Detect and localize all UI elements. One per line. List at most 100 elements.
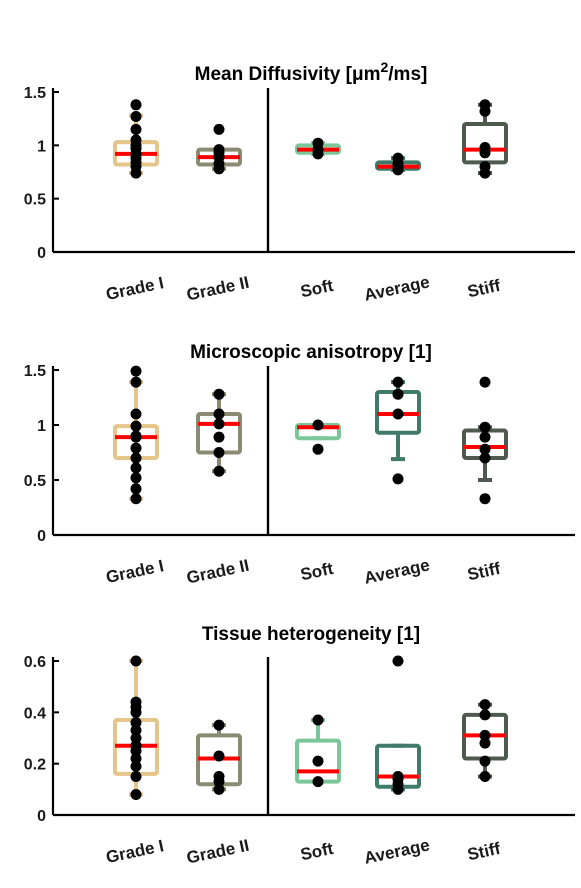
panel-title: Mean Diffusivity [μm2/ms]: [195, 59, 428, 85]
y-tick-label: 0.5: [24, 192, 46, 209]
x-tick-label: Average: [362, 272, 431, 304]
data-point: [130, 655, 142, 667]
x-tick-label: Soft: [299, 839, 336, 865]
data-point: [130, 420, 142, 432]
x-tick-label: Stiff: [466, 559, 503, 585]
data-point: [312, 419, 324, 431]
data-point: [130, 408, 142, 420]
y-tick-label: 1: [37, 418, 46, 435]
group-grade-i: [113, 99, 159, 179]
x-tick-label: Grade I: [104, 836, 165, 867]
data-point: [130, 740, 142, 752]
x-tick-label: Grade I: [104, 273, 165, 304]
y-tick-label: 0.6: [24, 654, 46, 671]
data-point: [130, 452, 142, 464]
group-grade-ii: [196, 719, 242, 795]
y-tick-label: 0.5: [24, 473, 46, 490]
y-tick-label: 1: [37, 138, 46, 155]
data-point: [479, 443, 491, 455]
data-point: [130, 493, 142, 505]
group-average: [375, 152, 421, 176]
panel-3: Tissue heterogeneity [1] 0 0.2 0.4 0.6 Grade …: [24, 624, 575, 868]
data-point: [479, 376, 491, 388]
data-point: [479, 771, 491, 782]
data-point: [312, 755, 324, 767]
panel-1: Mean Diffusivity [μm2/ms] 0 0.5 1 1.5 Grade I…: [24, 59, 575, 305]
x-tick-label: Stiff: [466, 839, 503, 865]
data-point: [479, 709, 491, 721]
x-tick-label: Stiff: [466, 276, 503, 302]
panel-title: Microscopic anisotropy [1]: [190, 342, 432, 363]
data-point: [213, 144, 225, 156]
group-soft: [295, 419, 341, 455]
data-point: [213, 465, 225, 477]
data-point: [392, 473, 404, 485]
data-point: [130, 771, 142, 782]
data-point: [130, 788, 142, 800]
data-point: [213, 418, 225, 430]
group-grade-ii: [196, 388, 242, 477]
data-point: [130, 430, 142, 442]
x-tick-label: Grade II: [185, 556, 251, 588]
data-point: [213, 447, 225, 458]
panel-title-text: Tissue heterogeneity [1]: [202, 624, 420, 645]
data-point: [213, 771, 225, 782]
x-tick-label: Grade I: [104, 556, 165, 587]
data-point: [392, 655, 404, 667]
group-average: [375, 376, 421, 485]
data-point: [213, 123, 225, 135]
y-tick-label: 0.2: [24, 757, 46, 774]
data-point: [479, 431, 491, 443]
x-tick-label: Average: [362, 835, 431, 867]
group-grade-i: [113, 365, 159, 505]
group-average: [375, 655, 421, 795]
group-grade-i: [113, 655, 159, 800]
y-tick-label: 0: [37, 245, 46, 262]
group-grade-ii: [196, 123, 242, 175]
data-point: [130, 123, 142, 135]
data-point: [479, 99, 491, 111]
panel-title: Tissue heterogeneity [1]: [202, 624, 420, 645]
data-point: [213, 431, 225, 443]
data-point: [130, 724, 142, 736]
data-point: [479, 452, 491, 464]
data-point: [312, 776, 324, 788]
data-point: [392, 408, 404, 420]
x-tick-label: Soft: [299, 559, 336, 585]
x-tick-label: Grade II: [185, 273, 251, 305]
x-tick-label: Soft: [299, 276, 336, 302]
y-tick-label: 0: [37, 808, 46, 825]
group-soft: [295, 714, 341, 788]
group-stiff: [462, 376, 508, 505]
data-point: [130, 732, 142, 744]
y-tick-label: 1.5: [24, 85, 46, 102]
data-point: [213, 783, 225, 795]
data-point: [130, 462, 142, 474]
data-point: [479, 493, 491, 505]
panel-title-tail: /ms]: [388, 64, 427, 85]
y-tick-label: 0: [37, 528, 46, 545]
data-point: [479, 729, 491, 741]
data-point: [130, 134, 142, 146]
panel-title-text: Microscopic anisotropy [1]: [190, 342, 432, 363]
y-tick-label: 1.5: [24, 363, 46, 380]
data-point: [392, 376, 404, 388]
data-point: [130, 376, 142, 388]
panel-title-text: Mean Diffusivity [μm: [195, 64, 381, 85]
data-point: [130, 696, 142, 708]
y-tick-label: 0.4: [24, 705, 46, 722]
group-soft: [295, 137, 341, 160]
data-point: [213, 719, 225, 731]
data-point: [130, 99, 142, 111]
data-point: [312, 137, 324, 149]
data-point: [130, 753, 142, 765]
x-tick-label: Grade II: [185, 836, 251, 868]
data-point: [213, 388, 225, 400]
data-point: [130, 717, 142, 729]
data-point: [130, 111, 142, 123]
data-point: [130, 483, 142, 495]
data-point: [479, 737, 491, 749]
data-point: [479, 421, 491, 433]
data-point: [130, 442, 142, 454]
